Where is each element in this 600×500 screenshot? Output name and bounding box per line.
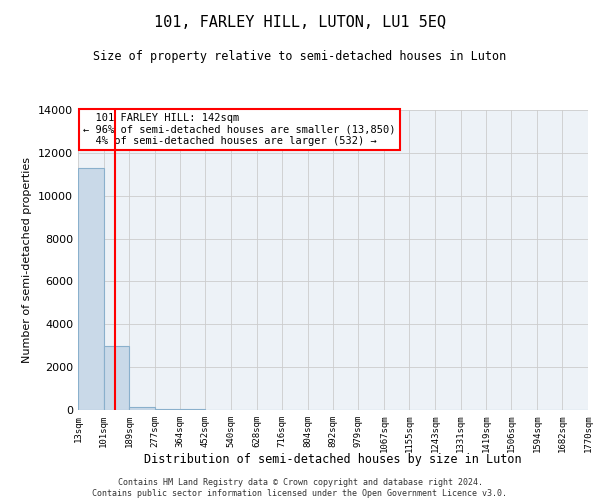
Bar [78, 168, 104, 410]
Text: 101 FARLEY HILL: 142sqm
← 96% of semi-detached houses are smaller (13,850)
  4% : 101 FARLEY HILL: 142sqm ← 96% of semi-de… [83, 113, 395, 146]
Text: Distribution of semi-detached houses by size in Luton: Distribution of semi-detached houses by … [144, 452, 522, 466]
Y-axis label: Number of semi-detached properties: Number of semi-detached properties [22, 157, 32, 363]
Bar [129, 407, 155, 410]
Text: Contains HM Land Registry data © Crown copyright and database right 2024.
Contai: Contains HM Land Registry data © Crown c… [92, 478, 508, 498]
Bar [155, 409, 180, 410]
Text: Size of property relative to semi-detached houses in Luton: Size of property relative to semi-detach… [94, 50, 506, 63]
Text: 101, FARLEY HILL, LUTON, LU1 5EQ: 101, FARLEY HILL, LUTON, LU1 5EQ [154, 15, 446, 30]
Bar [104, 346, 129, 410]
